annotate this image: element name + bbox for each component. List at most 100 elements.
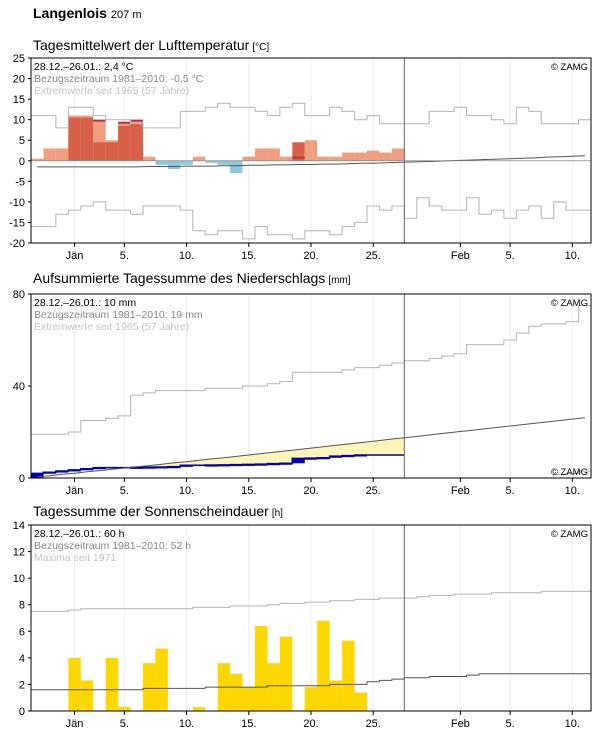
temp-anomaly-bar bbox=[105, 142, 119, 161]
chart-0-ytick-label: -10 bbox=[9, 197, 25, 209]
chart-0-xtick-label: 10. bbox=[565, 250, 580, 262]
temp-bar bbox=[192, 156, 206, 161]
temp-bar bbox=[31, 158, 44, 161]
temp-anomaly-bar bbox=[130, 123, 143, 161]
temp-bar bbox=[143, 156, 156, 161]
sunshine-bar bbox=[155, 648, 168, 711]
sunshine-bar bbox=[317, 620, 330, 711]
chart-0-xtick-label: 15. bbox=[241, 250, 256, 262]
temp-anomaly-bar bbox=[80, 117, 94, 161]
sunshine-maxima-line bbox=[31, 590, 591, 612]
chart-1-xtick-label: 5. bbox=[506, 485, 515, 497]
chart-0-info-period: 28.12.–26.01.: 2,4 °C bbox=[34, 61, 134, 73]
chart-2-info-extremes: Maxima seit 1971 bbox=[34, 552, 116, 564]
temp-bar bbox=[367, 150, 380, 161]
temp-bar bbox=[342, 152, 355, 161]
chart-2-xtick-label: 20. bbox=[303, 718, 318, 729]
temp-bar bbox=[267, 148, 280, 161]
chart-1-ytick-label: 0 bbox=[19, 473, 25, 485]
chart-2-xtick-label: Feb bbox=[451, 718, 470, 729]
temp-bar bbox=[242, 156, 255, 161]
temperature-chart: -20 -15 -10 -5 0 5 10 15 20 25 Jän 5. 10. 15. 20. 25. Fe… bbox=[9, 53, 592, 262]
sunshine-chart-title: Tagessumme der Sonnenscheindauer [h] bbox=[33, 503, 283, 519]
chart-0-ytick-label: 20 bbox=[13, 74, 25, 86]
temp-bar bbox=[304, 140, 318, 161]
chart-2-copyright: © ZAMG bbox=[551, 529, 588, 540]
chart-2-ytick-label: 4 bbox=[19, 653, 25, 665]
chart-2-ytick-label: 2 bbox=[19, 679, 25, 691]
sunshine-bar bbox=[304, 687, 318, 711]
chart-2-xtick-label: 10. bbox=[565, 718, 580, 729]
station-name: Langenlois bbox=[33, 5, 107, 21]
sunshine-bar bbox=[118, 707, 131, 711]
precip-daily-bar bbox=[292, 458, 305, 464]
chart-1-info-extremes: Extremwerte seit 1965 (57 Jahre) bbox=[34, 321, 189, 333]
temp-normal-line bbox=[37, 155, 585, 168]
chart-1-xtick-label: 15. bbox=[241, 485, 256, 497]
temp-bar bbox=[180, 160, 193, 165]
temp-extreme-high-line bbox=[31, 102, 591, 129]
precipitation-chart: 0 40 80 Jän 5. 10. 15. 20. 25. Feb 5. 10. 28.12.–26.… bbox=[13, 289, 592, 497]
chart-0-xtick-label: 25. bbox=[366, 250, 381, 262]
chart-2-xtick-label: 15. bbox=[241, 718, 256, 729]
precip-extreme-high-line bbox=[31, 305, 591, 435]
chart-2-xtick-label: 5. bbox=[506, 718, 515, 729]
chart-2-xtick-label: 5. bbox=[120, 718, 129, 729]
temp-bar bbox=[379, 152, 392, 161]
sunshine-bar bbox=[105, 657, 119, 711]
chart-2-info-reference: Bezugszeitraum 1981–2010: 52 h bbox=[34, 540, 191, 552]
temp-bar bbox=[329, 156, 343, 161]
temp-bar bbox=[317, 156, 330, 161]
chart-0-ytick-label: 0 bbox=[19, 156, 25, 168]
temp-bar bbox=[43, 148, 56, 161]
chart-2-ytick-label: 8 bbox=[19, 600, 25, 612]
temp-bar bbox=[55, 148, 69, 161]
chart-0-ytick-label: -5 bbox=[15, 176, 25, 188]
precipitation-chart-title: Aufsummierte Tagessumme des Niederschlag… bbox=[33, 270, 351, 286]
chart-1-xtick-label: Jän bbox=[66, 485, 84, 497]
chart-0-ytick-label: 25 bbox=[13, 53, 25, 65]
chart-0-info-reference: Bezugszeitraum 1981–2010: -0,5 °C bbox=[34, 73, 204, 85]
temp-record-bar bbox=[93, 119, 106, 122]
chart-1-ytick-label: 80 bbox=[13, 289, 25, 301]
sunshine-bar bbox=[192, 707, 206, 711]
chart-1-xtick-label: 5. bbox=[120, 485, 129, 497]
chart-1-copyright-bottom: © ZAMG bbox=[551, 467, 588, 478]
chart-0-xtick-label: Jän bbox=[66, 250, 84, 262]
chart-1-xtick-label: 10. bbox=[179, 485, 194, 497]
temp-bar bbox=[255, 148, 268, 161]
sunshine-bar bbox=[329, 680, 343, 711]
chart-0-xtick-label: 10. bbox=[179, 250, 194, 262]
sunshine-title-text: Tagessumme der Sonnenscheindauer bbox=[33, 503, 269, 519]
chart-2-ytick-label: 12 bbox=[13, 547, 25, 559]
chart-1-xtick-label: 25. bbox=[366, 485, 381, 497]
chart-1-ytick-label: 40 bbox=[13, 381, 25, 393]
chart-1-info-period: 28.12.–26.01.: 10 mm bbox=[34, 297, 136, 309]
chart-2-info-period: 28.12.–26.01.: 60 h bbox=[34, 528, 125, 540]
sunshine-normal-line bbox=[31, 673, 591, 691]
temp-extreme-low-line bbox=[31, 197, 591, 240]
chart-1-xtick-label: 10. bbox=[565, 485, 580, 497]
temp-bar bbox=[230, 160, 243, 174]
station-elevation: 207 m bbox=[110, 9, 142, 21]
chart-0-xtick-label: 5. bbox=[120, 250, 129, 262]
temp-anomaly-bar bbox=[68, 117, 81, 161]
chart-0-ytick-label: -20 bbox=[9, 238, 25, 250]
chart-1-xtick-label: 20. bbox=[303, 485, 318, 497]
chart-0-ytick-label: 10 bbox=[13, 115, 25, 127]
temperature-title-text: Tagesmittelwert der Lufttemperatur bbox=[33, 37, 250, 53]
temp-bar bbox=[167, 160, 181, 169]
precipitation-unit: [mm] bbox=[328, 275, 351, 286]
chart-2-ytick-label: 6 bbox=[19, 626, 25, 638]
temp-bar bbox=[354, 152, 367, 161]
chart-2-ytick-label: 14 bbox=[13, 520, 25, 532]
temp-record-bar bbox=[130, 119, 143, 122]
sunshine-bar bbox=[242, 687, 255, 711]
temperature-chart-title: Tagesmittelwert der Lufttemperatur [°C] bbox=[33, 37, 269, 53]
chart-0-xtick-label: 20. bbox=[303, 250, 318, 262]
precip-actual-line bbox=[31, 454, 405, 475]
temp-bar bbox=[391, 148, 405, 161]
chart-0-ytick-label: 15 bbox=[13, 94, 25, 106]
temp-record-bar bbox=[292, 156, 305, 159]
chart-1-xtick-label: Feb bbox=[451, 485, 470, 497]
